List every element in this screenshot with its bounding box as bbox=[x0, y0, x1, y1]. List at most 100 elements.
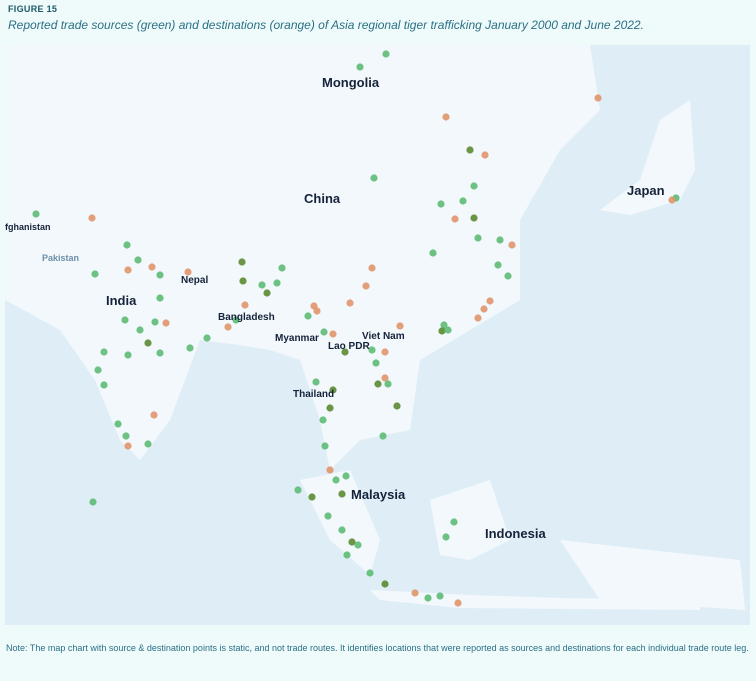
country-label: Thailand bbox=[293, 389, 334, 400]
trade-point bbox=[381, 374, 389, 382]
trade-point bbox=[341, 348, 349, 356]
trade-point bbox=[156, 271, 164, 279]
country-label: Myanmar bbox=[275, 333, 319, 344]
trade-point bbox=[368, 264, 376, 272]
trade-point bbox=[442, 533, 450, 541]
trade-point bbox=[156, 294, 164, 302]
trade-point bbox=[186, 344, 194, 352]
country-label: Malaysia bbox=[351, 487, 406, 502]
trade-point bbox=[136, 326, 144, 334]
trade-point bbox=[162, 319, 170, 327]
trade-point bbox=[494, 261, 502, 269]
trade-point bbox=[319, 416, 327, 424]
trade-point bbox=[384, 380, 392, 388]
trade-point bbox=[278, 264, 286, 272]
country-label: India bbox=[106, 293, 137, 308]
trade-point bbox=[379, 432, 387, 440]
trade-point bbox=[424, 594, 432, 602]
country-label: Mongolia bbox=[322, 75, 380, 90]
trade-point bbox=[429, 249, 437, 257]
trade-point bbox=[382, 50, 390, 58]
trade-point bbox=[224, 323, 232, 331]
trade-point bbox=[329, 386, 337, 394]
trade-point bbox=[381, 348, 389, 356]
trade-point bbox=[320, 328, 328, 336]
trade-point bbox=[121, 316, 129, 324]
trade-point bbox=[144, 440, 152, 448]
trade-point bbox=[436, 592, 444, 600]
trade-point bbox=[326, 466, 334, 474]
trade-point bbox=[338, 526, 346, 534]
country-label: China bbox=[304, 191, 341, 206]
trade-point bbox=[411, 589, 419, 597]
trade-point bbox=[332, 476, 340, 484]
trade-points bbox=[32, 50, 680, 607]
trade-point bbox=[239, 277, 247, 285]
trade-point bbox=[366, 569, 374, 577]
trade-point bbox=[94, 366, 102, 374]
trade-point bbox=[470, 214, 478, 222]
country-label: Pakistan bbox=[42, 253, 79, 263]
footnote: Note: The map chart with source & destin… bbox=[6, 643, 749, 653]
caption: Reported trade sources (green) and desti… bbox=[8, 18, 644, 32]
trade-point bbox=[470, 182, 478, 190]
trade-point bbox=[324, 512, 332, 520]
trade-point bbox=[450, 518, 458, 526]
trade-point bbox=[343, 551, 351, 559]
country-label: Indonesia bbox=[485, 526, 546, 541]
trade-point bbox=[480, 305, 488, 313]
trade-point bbox=[368, 346, 376, 354]
trade-point bbox=[508, 241, 516, 249]
country-label: Japan bbox=[627, 183, 665, 198]
trade-point bbox=[454, 599, 462, 607]
trade-point bbox=[474, 234, 482, 242]
trade-point bbox=[342, 472, 350, 480]
trade-point bbox=[370, 174, 378, 182]
land-sumatra bbox=[300, 470, 380, 575]
trade-point bbox=[346, 299, 354, 307]
trade-point bbox=[321, 442, 329, 450]
trade-point bbox=[232, 316, 240, 324]
figure-label: FIGURE 15 bbox=[8, 4, 58, 14]
trade-point bbox=[329, 330, 337, 338]
trade-point bbox=[338, 490, 346, 498]
trade-point bbox=[362, 282, 370, 290]
country-label: fghanistan bbox=[5, 222, 51, 232]
trade-point bbox=[356, 63, 364, 71]
trade-point bbox=[123, 241, 131, 249]
trade-point bbox=[354, 541, 362, 549]
country-label: Bangladesh bbox=[218, 312, 275, 323]
trade-point bbox=[184, 268, 192, 276]
land-japan bbox=[600, 100, 695, 215]
trade-point bbox=[100, 381, 108, 389]
trade-point bbox=[32, 210, 40, 218]
trade-point bbox=[294, 486, 302, 494]
trade-point bbox=[313, 307, 321, 315]
trade-point bbox=[134, 256, 142, 264]
trade-point bbox=[91, 270, 99, 278]
trade-point bbox=[486, 297, 494, 305]
land-mainland bbox=[5, 45, 600, 470]
trade-point bbox=[114, 420, 122, 428]
trade-point bbox=[594, 94, 602, 102]
trade-point bbox=[504, 272, 512, 280]
trade-point bbox=[304, 312, 312, 320]
land-papua bbox=[560, 540, 745, 610]
country-label: Lao PDR bbox=[328, 341, 370, 352]
trade-point bbox=[312, 378, 320, 386]
trade-point bbox=[393, 402, 401, 410]
trade-point bbox=[496, 236, 504, 244]
trade-point bbox=[396, 322, 404, 330]
trade-point bbox=[124, 266, 132, 274]
trade-point bbox=[326, 404, 334, 412]
trade-point bbox=[459, 197, 467, 205]
trade-point bbox=[89, 498, 97, 506]
trade-point bbox=[474, 314, 482, 322]
trade-point bbox=[372, 359, 380, 367]
trade-point bbox=[348, 538, 356, 546]
trade-point bbox=[263, 289, 271, 297]
trade-point bbox=[668, 196, 676, 204]
trade-point bbox=[451, 215, 459, 223]
